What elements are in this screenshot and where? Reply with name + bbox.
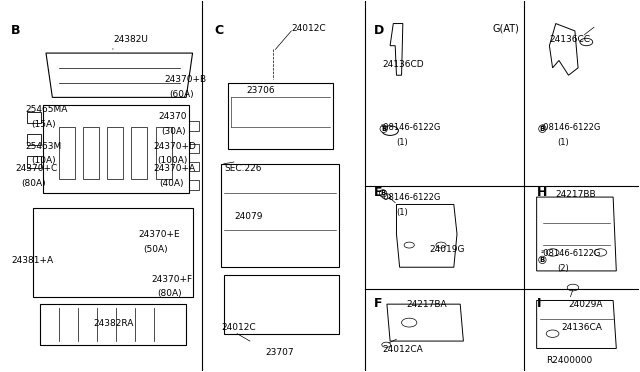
Text: (10A): (10A) — [31, 157, 56, 166]
Text: 24136CA: 24136CA — [561, 323, 602, 331]
Text: R2400000: R2400000 — [546, 356, 593, 365]
Text: (30A): (30A) — [161, 127, 186, 136]
Text: 24370+E: 24370+E — [138, 230, 180, 239]
Bar — [131, 127, 147, 179]
Text: 24079: 24079 — [234, 212, 262, 221]
Bar — [156, 127, 172, 179]
Text: B: B — [381, 126, 387, 132]
Text: B: B — [540, 257, 545, 263]
Text: 24381+A: 24381+A — [11, 256, 53, 265]
Text: 24370+F: 24370+F — [151, 275, 192, 283]
Text: (80A): (80A) — [21, 179, 46, 187]
Text: SEC.226: SEC.226 — [225, 164, 262, 173]
Text: 24012CA: 24012CA — [383, 345, 423, 354]
Text: 24370+B: 24370+B — [164, 75, 206, 84]
Text: B: B — [540, 126, 545, 132]
Text: E: E — [374, 186, 383, 199]
Text: H: H — [537, 186, 547, 199]
Text: 24029A: 24029A — [568, 301, 603, 310]
Text: 24217BB: 24217BB — [556, 190, 596, 199]
Text: (50A): (50A) — [143, 245, 168, 254]
Text: (1): (1) — [396, 208, 408, 217]
Text: G(AT): G(AT) — [492, 23, 519, 33]
Text: B: B — [380, 190, 386, 196]
Text: ²08146-6122G: ²08146-6122G — [541, 249, 602, 258]
Text: ²08146-6122G: ²08146-6122G — [381, 123, 441, 132]
Text: (40A): (40A) — [159, 179, 183, 187]
Text: (1): (1) — [396, 138, 408, 147]
Bar — [27, 157, 41, 167]
Text: (80A): (80A) — [157, 289, 182, 298]
Text: ²08146-6122G: ²08146-6122G — [381, 193, 441, 202]
Text: 24370+D: 24370+D — [153, 142, 196, 151]
Text: 24217BA: 24217BA — [406, 301, 447, 310]
Bar — [189, 121, 199, 131]
Text: (15A): (15A) — [31, 119, 56, 129]
Text: 24019G: 24019G — [429, 245, 465, 254]
Bar — [189, 144, 199, 153]
Bar — [107, 127, 123, 179]
Text: 25465MA: 25465MA — [26, 105, 68, 114]
Bar — [59, 127, 75, 179]
Bar — [189, 162, 199, 171]
Text: 24382RA: 24382RA — [94, 319, 134, 328]
Text: ²08146-6122G: ²08146-6122G — [541, 123, 602, 132]
Text: F: F — [374, 297, 383, 310]
Text: (2): (2) — [557, 263, 569, 273]
Text: 24370+A: 24370+A — [153, 164, 195, 173]
Bar — [27, 134, 41, 145]
Text: C: C — [215, 23, 224, 36]
Text: 24382U: 24382U — [113, 35, 148, 44]
Text: (60A): (60A) — [170, 90, 195, 99]
Text: I: I — [537, 297, 541, 310]
Text: 23706: 23706 — [246, 86, 275, 95]
Text: 23707: 23707 — [266, 349, 294, 357]
Text: 24136CD: 24136CD — [383, 61, 424, 70]
Text: D: D — [374, 23, 385, 36]
Text: 24370: 24370 — [159, 112, 188, 121]
Text: 25463M: 25463M — [26, 142, 62, 151]
Bar — [83, 127, 99, 179]
Text: (1): (1) — [557, 138, 569, 147]
Text: 24136CC: 24136CC — [549, 35, 590, 44]
Bar — [27, 112, 41, 123]
Text: 24012C: 24012C — [291, 23, 326, 32]
Text: B: B — [11, 23, 20, 36]
Text: (100A): (100A) — [157, 157, 188, 166]
Bar — [189, 180, 199, 190]
Text: 24370+C: 24370+C — [15, 164, 58, 173]
Text: 24012C: 24012C — [221, 323, 256, 331]
